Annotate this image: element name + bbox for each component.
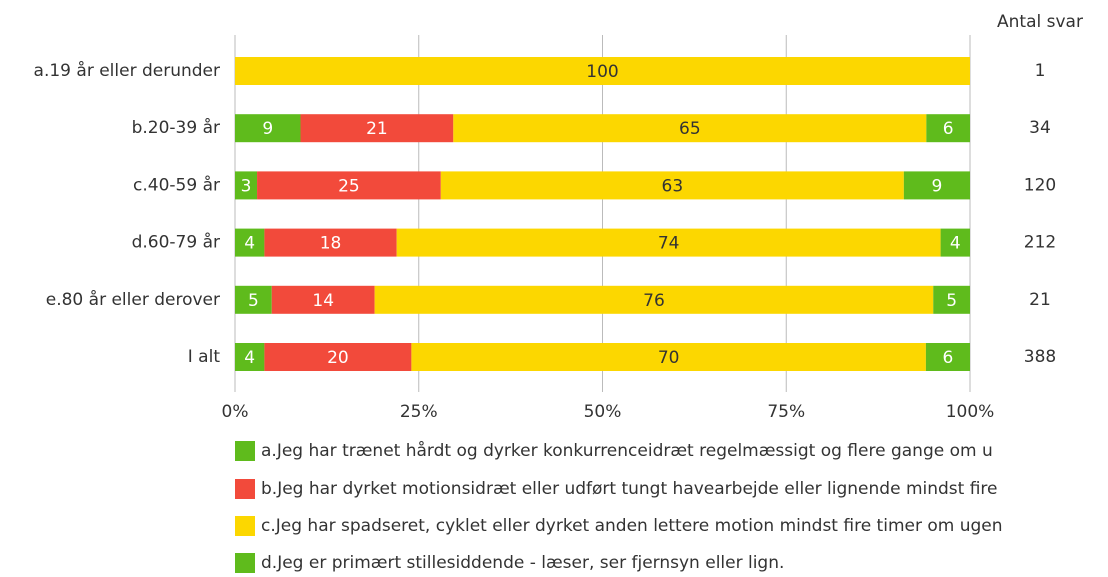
x-tick-label: 75% (767, 402, 805, 422)
legend-label: a.Jeg har trænet hårdt og dyrker konkurr… (261, 440, 993, 461)
bar-segment (453, 114, 927, 143)
data-label: 9 (262, 119, 273, 139)
bar-segment (940, 228, 970, 257)
data-label: 4 (244, 234, 255, 254)
bar-segment (235, 343, 265, 371)
data-label: 4 (244, 348, 255, 368)
bar-segment (271, 285, 375, 314)
legend-swatch (235, 441, 255, 461)
data-label: 70 (658, 348, 680, 368)
counts-title: Antal svar (997, 12, 1083, 32)
bar-segment (235, 114, 301, 143)
bar-segment (235, 228, 265, 257)
x-tick-label: 25% (400, 402, 438, 422)
bar-segment (235, 57, 970, 85)
bar-segment (903, 171, 970, 200)
data-label: 76 (643, 291, 665, 311)
y-tick-label: d.60-79 år (132, 232, 220, 253)
bar-segment (374, 285, 934, 314)
data-label: 6 (943, 348, 954, 368)
bar-segment (235, 171, 258, 200)
data-label: 14 (312, 291, 334, 311)
legend-swatch (235, 479, 255, 499)
bar-segment (264, 343, 412, 371)
count-label: 212 (1024, 233, 1056, 253)
bar-segment (411, 343, 926, 371)
x-tick-label: 0% (222, 402, 249, 422)
data-label: 5 (248, 291, 259, 311)
data-label: 3 (241, 176, 252, 196)
y-tick-label: c.40-59 år (133, 174, 220, 195)
y-tick-label: b.20-39 år (132, 117, 220, 138)
count-label: 34 (1029, 118, 1051, 138)
data-label: 9 (932, 176, 943, 196)
data-label: 63 (662, 176, 684, 196)
count-label: 388 (1024, 347, 1056, 367)
x-tick-label: 50% (584, 402, 622, 422)
count-label: 1 (1035, 61, 1046, 81)
data-label: 4 (950, 234, 961, 254)
y-tick-label: e.80 år eller derover (46, 289, 220, 310)
legend-swatch (235, 516, 255, 536)
bar-segment (440, 171, 904, 200)
bar-segment (235, 285, 272, 314)
count-label: 120 (1024, 175, 1056, 195)
data-label: 65 (679, 119, 701, 139)
count-label: 21 (1029, 290, 1051, 310)
legend-label: d.Jeg er primært stillesiddende - læser,… (261, 553, 784, 573)
bar-segment (300, 114, 454, 143)
bar-segment (926, 114, 970, 143)
x-tick-label: 100% (946, 402, 995, 422)
bar-segment (925, 343, 970, 371)
data-label: 100 (586, 62, 618, 82)
data-label: 74 (658, 234, 680, 254)
data-label: 6 (943, 119, 954, 139)
legend-swatch (235, 553, 255, 573)
data-label: 18 (320, 234, 342, 254)
bar-segment (933, 285, 970, 314)
y-tick-label: I alt (188, 347, 221, 367)
legend-label: c.Jeg har spadseret, cyklet eller dyrket… (261, 516, 1003, 536)
data-label: 5 (946, 291, 957, 311)
y-tick-label: a.19 år eller derunder (34, 60, 220, 81)
bar-segment (257, 171, 441, 200)
data-label: 25 (338, 176, 360, 196)
bar-segment (396, 228, 941, 257)
data-label: 21 (366, 119, 388, 139)
bar-segment (264, 228, 397, 257)
data-label: 20 (327, 348, 349, 368)
legend-label: b.Jeg har dyrket motionsidræt eller udfø… (261, 479, 998, 499)
